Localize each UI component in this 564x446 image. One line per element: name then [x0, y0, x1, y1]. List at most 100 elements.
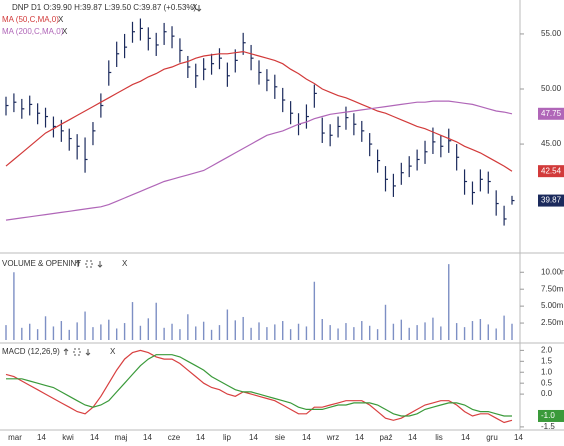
volume-bar [337, 328, 339, 340]
x-tick-label: sie [275, 433, 286, 442]
volume-bar [202, 321, 205, 340]
volume-bar [68, 329, 70, 340]
y-tick-label: 2.50m [541, 318, 564, 327]
icon-down[interactable] [97, 261, 103, 268]
volume-bar [123, 323, 126, 340]
volume-bar [448, 264, 450, 340]
close-button[interactable]: X [192, 3, 198, 12]
volume-bar [218, 325, 221, 340]
value-badge-label: 42.54 [541, 166, 562, 175]
icon-down[interactable] [85, 349, 91, 356]
x-tick-label: paź [380, 433, 393, 442]
legend-entry: MA (200,C,MA,0) [2, 27, 64, 36]
volume-bar [139, 325, 142, 340]
volume-bar [21, 327, 23, 340]
volume-bar [60, 321, 63, 340]
y-tick-label: 0.0 [541, 389, 553, 398]
volume-bar [289, 329, 292, 340]
close-button[interactable]: X [110, 347, 116, 356]
macd-line [5, 349, 513, 424]
volume-bar [108, 319, 110, 340]
volume-bar [195, 326, 197, 340]
icon-down[interactable] [196, 5, 202, 12]
volume-bar [131, 302, 134, 340]
x-tick-label: 14 [249, 433, 258, 442]
value-badge-label: 47.75 [541, 109, 562, 118]
x-tick-label: 14 [302, 433, 311, 442]
volume-bar [455, 323, 458, 340]
y-tick-label: 0.5 [541, 378, 553, 387]
volume-bar [345, 323, 347, 340]
volume-bar [29, 323, 31, 340]
volume-bar [408, 327, 410, 340]
volume-bar [187, 314, 189, 340]
close-button[interactable]: X [62, 27, 68, 36]
x-tick-label: 14 [514, 433, 523, 442]
volume-bar [171, 323, 173, 340]
y-tick-label: 1.0 [541, 367, 553, 376]
moving-average-line [5, 100, 513, 221]
volume-bar [479, 319, 482, 340]
y-tick-label: 5.00m [541, 301, 564, 310]
y-tick-label: 2.0 [541, 345, 553, 354]
volume-bar [76, 322, 78, 340]
x-tick-label: wrz [326, 433, 339, 442]
value-badge [538, 409, 564, 422]
icon-up[interactable] [75, 260, 81, 267]
close-button[interactable]: X [58, 15, 64, 24]
x-tick-label: lis [435, 433, 443, 442]
volume-bar [155, 302, 157, 340]
icon-maximize[interactable] [73, 348, 81, 356]
value-badge-label: 39.87 [541, 196, 562, 205]
volume-bar [84, 311, 86, 340]
y-tick-label: 45.00 [541, 139, 562, 148]
volume-bar [163, 327, 165, 340]
volume-bar [400, 319, 403, 340]
volume-bar [424, 322, 426, 340]
volume-bar [432, 317, 434, 340]
close-button[interactable]: X [122, 259, 128, 268]
volume-bar [471, 321, 474, 340]
volume-bar [376, 329, 379, 340]
volume-bar [297, 323, 300, 340]
volume-bar [282, 321, 284, 340]
volume-bar [52, 326, 55, 340]
volume-bar [416, 325, 418, 340]
x-tick-label: gru [486, 433, 498, 442]
x-tick-label: maj [115, 433, 128, 442]
volume-bar [36, 329, 39, 340]
volume-bar [5, 325, 7, 340]
volume-bar [100, 324, 102, 340]
volume-bar [250, 327, 252, 340]
y-tick-label: 55.00 [541, 29, 562, 38]
volume-bar [242, 316, 244, 340]
volume-bar [147, 318, 150, 340]
value-badge [538, 165, 564, 178]
volume-bar [305, 326, 308, 340]
pane-title: VOLUME & OPENINT [2, 259, 81, 268]
volume-bar [13, 272, 15, 340]
x-tick-label: 14 [196, 433, 205, 442]
volume-bar [353, 327, 355, 340]
y-tick-label: 10.00m [541, 267, 564, 276]
y-tick-label: 50.00 [541, 84, 562, 93]
icon-up[interactable] [63, 348, 69, 355]
volume-bar [266, 327, 268, 340]
volume-bar [258, 322, 260, 340]
icon-maximize[interactable] [85, 260, 93, 268]
volume-bar [92, 327, 94, 340]
pane-title: DNP D1 O:39.90 H:39.87 L:39.50 C:39.87 (… [12, 3, 197, 12]
volume-bar [274, 324, 276, 340]
value-badge-label: -1.0 [541, 411, 555, 420]
y-tick-label: 7.50m [541, 284, 564, 293]
volume-bar [329, 325, 331, 340]
volume-bar [234, 320, 236, 340]
moving-average-line [5, 50, 513, 172]
x-tick-label: lip [223, 433, 232, 442]
y-tick-label: -1.5 [541, 422, 555, 431]
volume-bar [210, 329, 213, 340]
volume-bar [487, 324, 489, 340]
x-tick-label: mar [8, 433, 22, 442]
volume-bar [384, 304, 387, 340]
